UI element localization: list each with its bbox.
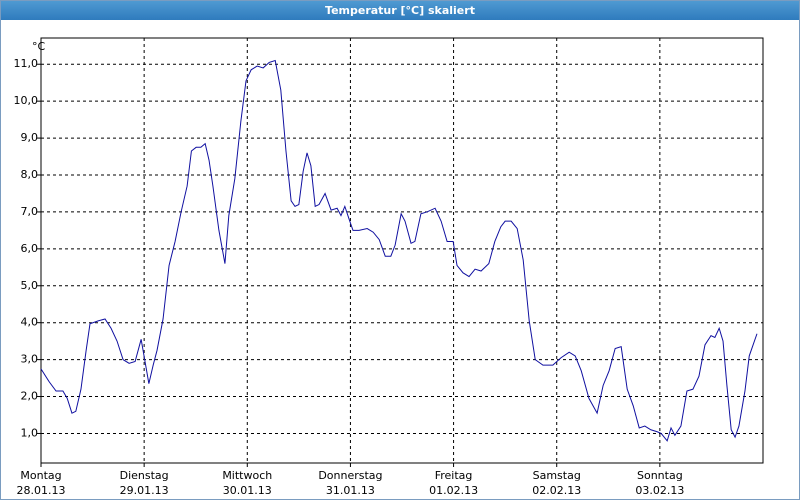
x-tick-date: 03.02.13	[635, 484, 684, 497]
x-tick-date: 31.01.13	[326, 484, 375, 497]
x-tick-label: Samstag	[533, 469, 581, 482]
x-tick-label: Freitag	[435, 469, 473, 482]
y-tick-label: 1,0	[21, 426, 39, 439]
x-tick-date: 28.01.13	[17, 484, 66, 497]
y-tick-label: 3,0	[21, 353, 39, 366]
y-tick-label: 4,0	[21, 316, 39, 329]
plot-frame	[40, 37, 764, 464]
title-bar: Temperatur [°C] skaliert	[1, 1, 799, 20]
x-tick-label: Dienstag	[120, 469, 169, 482]
y-tick-label: 5,0	[21, 279, 39, 292]
chart: °C 1,0 2,0 3,0 4,0 5,0 6,0 7,0 8,0 9,0 10,0 11,0 Mo…	[14, 37, 764, 497]
line	[40, 59, 758, 442]
x-tick-label: Montag	[20, 469, 61, 482]
y-tick-label: 11,0	[14, 57, 39, 70]
y-tick-label: 10,0	[14, 94, 39, 107]
x-tick-date: 30.01.13	[223, 484, 272, 497]
x-tick-date: 01.02.13	[429, 484, 478, 497]
x-tick-label: Mittwoch	[222, 469, 272, 482]
y-tick-label: 7,0	[21, 205, 39, 218]
x-tick-label: Donnerstag	[318, 469, 382, 482]
y-tick-label: 2,0	[21, 390, 39, 403]
x-tick-label: Sonntag	[637, 469, 683, 482]
x-tick-date: 02.02.13	[532, 484, 581, 497]
y-tick-label: 6,0	[21, 242, 39, 255]
y-tick-label: 9,0	[21, 131, 39, 144]
y-tick-label: 8,0	[21, 168, 39, 181]
x-tick-date: 29.01.13	[120, 484, 169, 497]
y-unit: °C	[32, 40, 46, 53]
